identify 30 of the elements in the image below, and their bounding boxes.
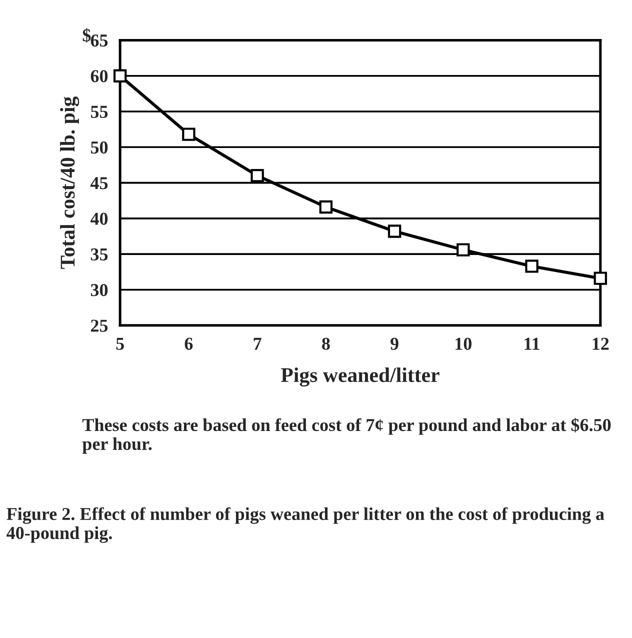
y-tick-label: 65 bbox=[90, 34, 108, 47]
y-tick-label: 40 bbox=[90, 212, 108, 225]
x-tick-label: 8 bbox=[322, 338, 330, 350]
x-axis-title: Pigs weaned/litter bbox=[281, 367, 440, 387]
y-tick-label: 30 bbox=[90, 284, 108, 296]
point bbox=[182, 128, 196, 141]
y-axis-title: Total cost/40 lb. pig bbox=[60, 96, 80, 269]
y-tick-label: 55 bbox=[90, 106, 108, 118]
point bbox=[456, 243, 470, 256]
x-tick-label: 12 bbox=[592, 338, 609, 350]
point bbox=[113, 69, 127, 82]
y-tick-label: 60 bbox=[90, 70, 108, 82]
point bbox=[388, 224, 402, 238]
x-tick-label: 9 bbox=[390, 338, 398, 350]
caption: Figure 2. Effect of number of pigs weaned per litter on the cost of producing a 40-pound pig. bbox=[6, 507, 604, 543]
point bbox=[319, 200, 333, 214]
y-tick-label: 50 bbox=[90, 141, 108, 154]
x-tick-label: 10 bbox=[456, 338, 472, 350]
x-tick-label: 11 bbox=[524, 338, 540, 350]
point bbox=[594, 272, 607, 285]
text: $ bbox=[82, 28, 91, 43]
x-tick-label: 6 bbox=[184, 338, 193, 350]
y-tick-label: 45 bbox=[90, 177, 108, 190]
text: These costs are based on feed cost of 7¢ per pound and labor at $6.50 per hour. bbox=[82, 418, 611, 454]
point bbox=[525, 260, 538, 273]
point bbox=[250, 169, 264, 182]
x-tick-label: 5 bbox=[116, 338, 124, 350]
x-tick-label: 7 bbox=[254, 338, 262, 350]
y-tick-label: 35 bbox=[90, 248, 108, 261]
y-tick-label: 25 bbox=[90, 320, 108, 332]
